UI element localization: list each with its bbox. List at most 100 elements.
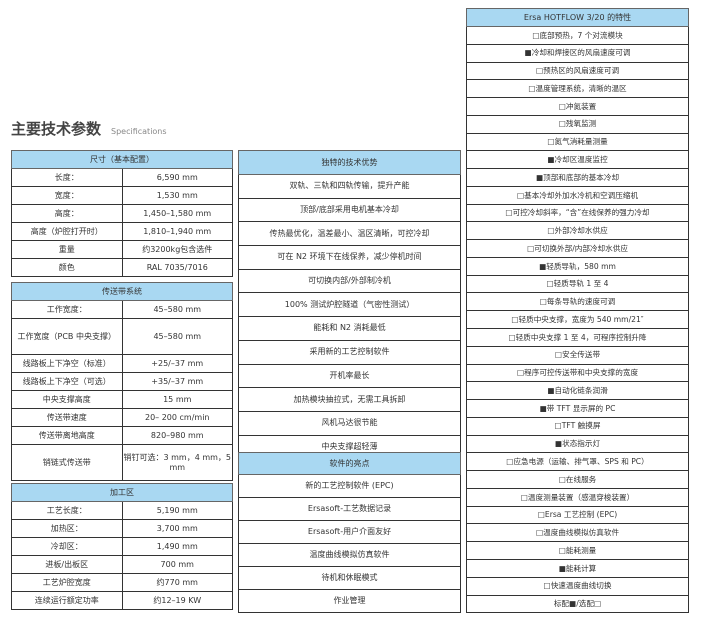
table-row: 作业管理 [238, 589, 461, 613]
spec-value: +25/–37 mm [121, 354, 233, 373]
list-item: □快速温度曲线切换 [466, 576, 689, 596]
table-row: □温度测量装置（感温穿梭装置） [466, 487, 689, 507]
table-row: 采用新的工艺控制软件 [238, 339, 461, 365]
list-item: □Ersa 工艺控制 (EPC) [466, 505, 689, 525]
list-item: □程序可控传送带和中央支撑的宽度 [466, 363, 689, 383]
table-row: 可在 N2 环境下在线保养，减少停机时间 [238, 245, 461, 270]
table-row: 进板/出板区 700 mm [11, 555, 233, 574]
list-item: □可控冷却斜率，“含”在线保养的强力冷却 [466, 203, 689, 223]
list-item: 可在 N2 环境下在线保养，减少停机时间 [238, 245, 461, 270]
spec-label: 连续运行额定功率 [11, 591, 123, 610]
spec-label: 工作宽度： [11, 300, 123, 319]
list-item: □轻质导轨 1 至 4 [466, 274, 689, 294]
list-item: 作业管理 [238, 589, 461, 613]
list-item: □每条导轨的速度可调 [466, 292, 689, 312]
table-row: 中央支撑高度 15 mm [11, 390, 233, 409]
spec-label: 传送带离地高度 [11, 426, 123, 445]
list-item: ■自动化链条润滑 [466, 381, 689, 401]
table-row: □冲氮装置 [466, 97, 689, 116]
table-row: □轻质中央支撑 1 至 4，可程序控制升降 [466, 328, 689, 347]
table-row: 标配■/选配□ [466, 594, 689, 614]
table-row: □每条导轨的速度可调 [466, 292, 689, 312]
table-row: □外部冷却水供应 [466, 221, 689, 241]
spec-value: 700 mm [121, 555, 233, 574]
spec-value: 45–580 mm [121, 318, 233, 355]
list-item: ■能耗计算 [466, 558, 689, 578]
table-row: □预热区的风扇速度可调 [466, 61, 689, 81]
spec-value: 1,810–1,940 mm [121, 222, 233, 241]
list-item: 采用新的工艺控制软件 [238, 339, 461, 365]
table-row: 工作宽度（PCB 中央支撑） 45–580 mm [11, 318, 233, 355]
table-row: 顶部/底部采用电机基本冷却 [238, 197, 461, 223]
list-item: □温度曲线模拟仿真软件 [466, 523, 689, 543]
advantages-table: 独特的技术优势 双轨、三轨和四轨传输，提升产能 顶部/底部采用电机基本冷却 传热最优化… [238, 150, 461, 460]
table-row: □温度管理系统，清晰的温区 [466, 79, 689, 99]
table-row: □温度曲线模拟仿真软件 [466, 523, 689, 543]
dimensions-header: 尺寸（基本配置） [11, 150, 233, 169]
list-item: ■冷却和焊接区的风扇速度可调 [466, 43, 689, 63]
process-header: 加工区 [11, 483, 233, 502]
list-item: 开机率最长 [238, 363, 461, 389]
table-row: 传热最优化，温差最小、温区清晰，可控冷却 [238, 221, 461, 247]
table-row: □TFT 触摸屏 [466, 416, 689, 436]
list-item: □温度管理系统，清晰的温区 [466, 79, 689, 99]
spec-label: 长度： [11, 168, 123, 187]
dimensions-table: 尺寸（基本配置） 长度： 6,590 mm 宽度： 1,530 mm 高度： 1,450–1… [11, 150, 233, 277]
spec-label: 中央支撑高度 [11, 390, 123, 409]
list-item: □在线服务 [466, 470, 689, 489]
table-row: □轻质导轨 1 至 4 [466, 274, 689, 294]
table-row: □在线服务 [466, 470, 689, 489]
spec-label: 线路板上下净空（可选） [11, 372, 123, 391]
table-row: ■冷却区温度监控 [466, 150, 689, 170]
list-item: ■带 TFT 显示屏的 PC [466, 399, 689, 418]
table-row: ■顶部和底部的基本冷却 [466, 168, 689, 187]
table-row: □安全传送带 [466, 345, 689, 365]
table-row: □可控冷却斜率，“含”在线保养的强力冷却 [466, 203, 689, 223]
table-row: 工艺炉腔宽度 约770 mm [11, 573, 233, 592]
table-row: 冷却区： 1,490 mm [11, 537, 233, 556]
features-header: Ersa HOTFLOW 3/20 的特性 [466, 8, 689, 27]
spec-value: RAL 7035/7016 [121, 258, 233, 277]
list-item: □轻质中央支撑 1 至 4，可程序控制升降 [466, 328, 689, 347]
table-row: 待机和休眠模式 [238, 566, 461, 590]
spec-value: 1,530 mm [121, 186, 233, 205]
table-row: □程序可控传送带和中央支撑的宽度 [466, 363, 689, 383]
spec-label: 高度（炉腔打开时） [11, 222, 123, 241]
table-row: Ersasoft-工艺数据记录 [238, 497, 461, 521]
table-row: 传送带离地高度 820–980 mm [11, 426, 233, 445]
spec-label: 工艺炉腔宽度 [11, 573, 123, 592]
spec-value: 6,590 mm [121, 168, 233, 187]
table-row: 高度： 1,450–1,580 mm [11, 204, 233, 223]
table-row: 温度曲线模拟仿真软件 [238, 543, 461, 567]
spec-value: 约12–19 KW [121, 591, 233, 610]
spec-value: 15 mm [121, 390, 233, 409]
table-row: 加热模块抽拉式，无需工具拆卸 [238, 387, 461, 412]
spec-value: 约3200kg包含选件 [121, 240, 233, 259]
list-item: 加热模块抽拉式，无需工具拆卸 [238, 387, 461, 412]
table-row: 销链式传送带 销钉可选：3 mm，4 mm，5 mm [11, 444, 233, 481]
list-item: 温度曲线模拟仿真软件 [238, 543, 461, 567]
table-row: ■带 TFT 显示屏的 PC [466, 399, 689, 418]
list-item: □可切换外部/内部冷却水供应 [466, 239, 689, 258]
table-row: ■能耗计算 [466, 558, 689, 578]
spec-label: 线路板上下净空（标准） [11, 354, 123, 373]
table-row: 颜色 RAL 7035/7016 [11, 258, 233, 277]
table-row: 工作宽度： 45–580 mm [11, 300, 233, 319]
software-header: 软件的亮点 [238, 452, 461, 475]
list-item: □TFT 触摸屏 [466, 416, 689, 436]
list-item: □外部冷却水供应 [466, 221, 689, 241]
table-row: □应急电源（运输、排气罩、SPS 和 PC） [466, 452, 689, 472]
software-table: 软件的亮点 新的工艺控制软件 (EPC) Ersasoft-工艺数据记录 Ersaso… [238, 452, 461, 613]
list-item: Ersasoft-工艺数据记录 [238, 497, 461, 521]
list-item: □预热区的风扇速度可调 [466, 61, 689, 81]
list-item: □应急电源（运输、排气罩、SPS 和 PC） [466, 452, 689, 472]
spec-label: 冷却区： [11, 537, 123, 556]
table-row: Ersasoft-用户介面友好 [238, 520, 461, 544]
conveyor-table: 传送带系统 工作宽度： 45–580 mm 工作宽度（PCB 中央支撑） 45–580 … [11, 282, 233, 481]
title-en: Specifications [111, 127, 167, 136]
table-row: □可切换外部/内部冷却水供应 [466, 239, 689, 258]
spec-value: 20– 200 cm/min [121, 408, 233, 427]
list-item: ■轻质导轨，580 mm [466, 256, 689, 276]
table-row: 宽度： 1,530 mm [11, 186, 233, 205]
spec-label: 工艺长度： [11, 501, 123, 520]
